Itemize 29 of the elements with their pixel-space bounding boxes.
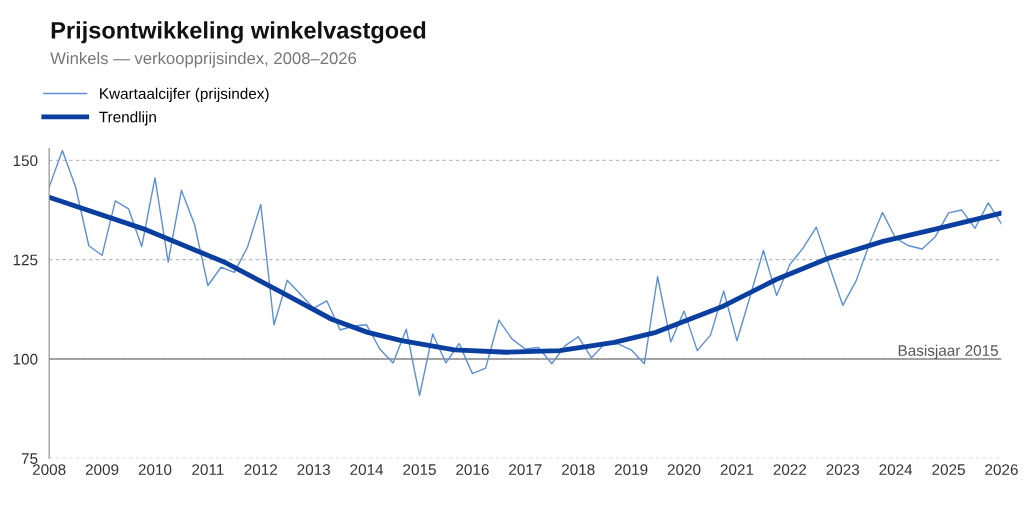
x-tick-label: 2020 (667, 464, 701, 476)
y-tick-label: 150 (13, 155, 38, 167)
chart-title: Prijsontwikkeling winkelvastgoed (51, 21, 426, 44)
x-tick-label: 2022 (773, 464, 807, 476)
x-tick-label: 2016 (456, 464, 489, 476)
ref-line-label: Basisjaar 2015 (898, 344, 998, 359)
y-tick-label: 100 (13, 353, 38, 365)
y-tick-label: 125 (13, 254, 38, 266)
legend-label: Kwartaalcijfer (prijsindex) (100, 87, 269, 103)
chart-subtitle: Winkels — verkoopprijsindex, 2008–2026 (50, 51, 357, 68)
x-tick-label: 2023 (826, 464, 860, 476)
x-tick-label: 2012 (244, 464, 278, 476)
x-tick-label: 2026 (985, 464, 1018, 476)
x-tick-label: 2010 (138, 464, 172, 476)
x-tick-label: 2011 (192, 464, 224, 476)
x-tick-label: 2019 (614, 464, 648, 476)
x-tick-label: 2018 (562, 464, 595, 476)
legend-label: Trendlijn (99, 111, 156, 126)
x-tick-label: 2025 (932, 464, 965, 476)
x-tick-label: 2021 (720, 464, 754, 476)
line-series (49, 149, 1002, 397)
x-tick-label: 2008 (32, 464, 66, 476)
x-tick-label: 2009 (85, 464, 119, 476)
y-tick-label: 75 (21, 453, 38, 464)
x-tick-label: 2014 (350, 464, 384, 476)
x-tick-label: 2015 (403, 464, 436, 476)
x-tick-label: 2013 (297, 464, 331, 476)
x-tick-label: 2017 (509, 464, 542, 476)
x-tick-label: 2024 (879, 464, 913, 476)
